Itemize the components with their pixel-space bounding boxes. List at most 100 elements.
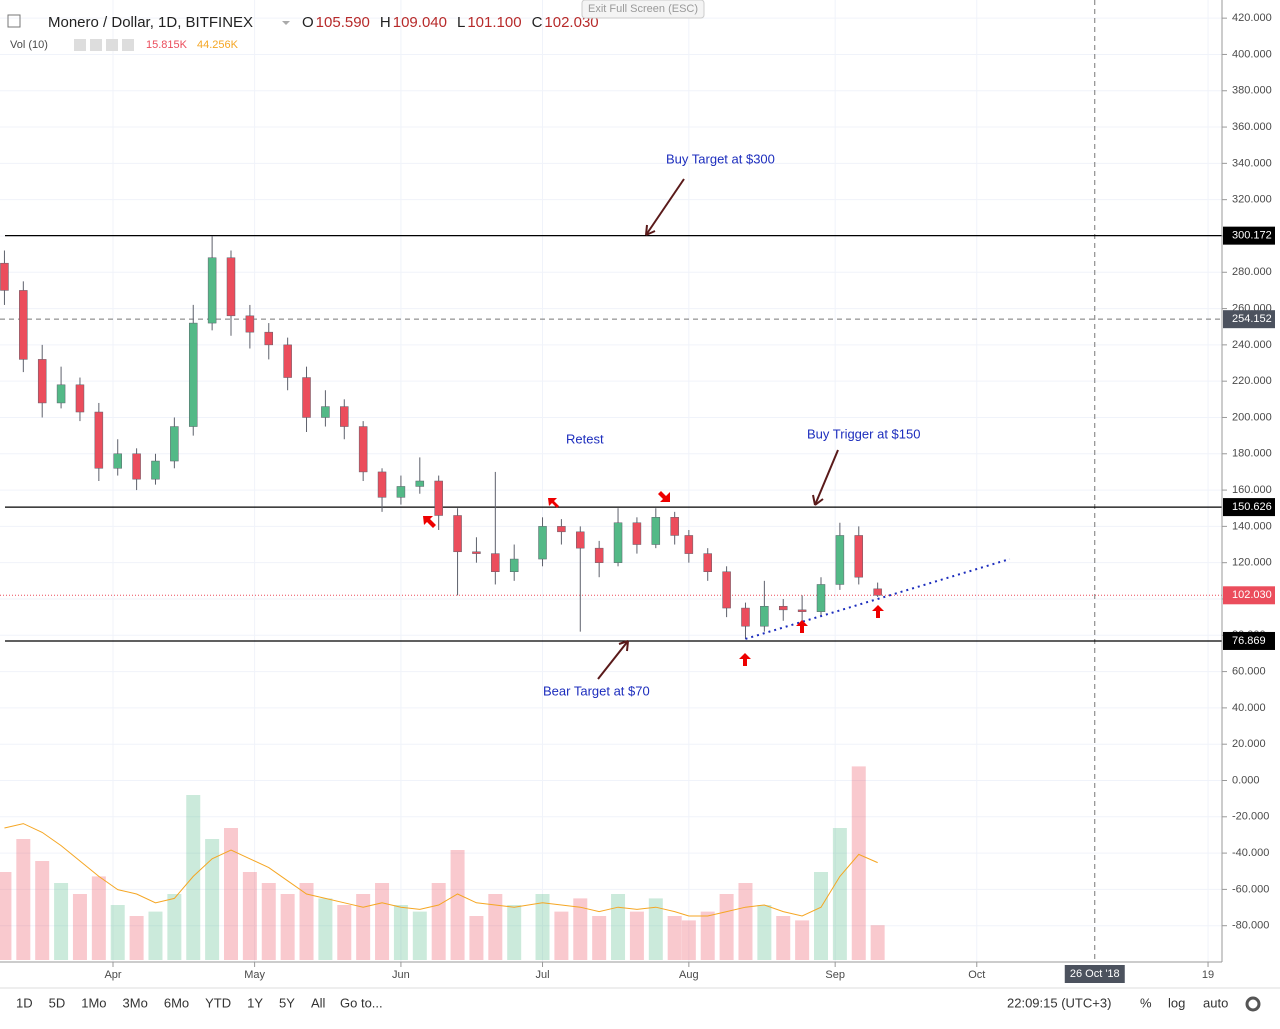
candle-body [226,257,236,317]
annotation: Retest [566,431,604,446]
candle-body [613,522,623,563]
y-tick-label: 320.000 [1232,194,1272,206]
tool-icon[interactable] [122,39,134,51]
volume-bar [299,883,314,960]
tool-icon[interactable] [74,39,86,51]
y-tick-label: 240.000 [1232,339,1272,351]
volume-bar [738,883,753,960]
volume-bar [412,911,427,960]
y-tick-label: 360.000 [1232,121,1272,133]
range-button[interactable]: All [311,995,326,1010]
volume-bar [431,883,446,960]
range-button[interactable]: 3Mo [123,995,148,1010]
arrow-head [812,494,824,506]
volume-bar [261,883,276,960]
clock: 22:09:15 (UTC+3) [1007,995,1111,1010]
exit-fullscreen[interactable] [581,0,705,19]
trendline [745,558,1011,640]
candle-body [538,526,547,560]
symbol-title: Monero / Dollar, 1D, BITFINEX [48,14,253,31]
grid [0,0,1222,962]
volume-bar [700,911,715,960]
volume-bar [205,839,220,960]
candle-body [170,426,179,462]
candle-body [75,384,85,413]
annotation: Buy Target at $300 [666,151,775,166]
y-tick-label: 0.000 [1232,774,1260,786]
range-button[interactable]: 5Y [279,995,295,1010]
y-tick-label: 400.000 [1232,48,1272,60]
y-tick-label: 60.000 [1232,665,1266,677]
signal-arrow [739,653,751,666]
scale-option[interactable]: % [1140,995,1152,1010]
candle-body [816,584,826,612]
y-tick-label: -60.000 [1232,883,1269,895]
candle-body [264,331,274,346]
axes: 420.000 400.000 380.000 360.000 340.000 320.0… [104,12,1275,983]
volume-bar [814,872,828,960]
scale-option[interactable]: auto [1203,995,1228,1010]
range-button[interactable]: 6Mo [164,995,189,1010]
range-button[interactable]: 1Y [247,995,263,1010]
range-button[interactable]: YTD [205,995,231,1010]
candle-body [415,480,425,487]
candle-body [632,522,642,545]
exit-fullscreen-label: Exit Full Screen (ESC) [588,3,698,15]
candle-body [377,471,387,498]
crosshair-label: 254.152 [1232,313,1272,325]
tool-icon[interactable] [106,39,118,51]
toolbar-items: 1D 5D 1Mo 3Mo 6Mo YTD 1Y 5Y All Go to... 22:09:15 … [16,995,1228,1010]
settings-icon[interactable] [1245,996,1261,1012]
candle-body [684,535,694,554]
y-tick-label: 200.000 [1232,411,1272,423]
volume-bar [450,850,465,960]
last-price-box [1223,586,1275,605]
crosshair-box [1223,310,1275,329]
candle-body [340,406,349,427]
candle-body [94,411,104,469]
candle-body [188,322,198,427]
goto-button[interactable]: Go to... [340,995,383,1010]
volume-bar [224,828,238,960]
volume-bar [795,920,810,960]
volume-bar [870,925,885,960]
volume-ma-value: 44.256K [197,39,239,51]
y-tick-label: -80.000 [1232,920,1269,932]
dropdown[interactable] [282,21,290,25]
annotation: Buy Trigger at $150 [807,426,920,441]
volume-bar [507,905,522,960]
candle-body [760,605,769,627]
range-button[interactable]: 5D [49,995,66,1010]
candle-body [453,515,462,553]
range-button[interactable]: 1D [16,995,33,1010]
collapse-icon[interactable] [7,14,21,28]
candle-body [0,262,9,291]
volume-bar [16,839,31,960]
candle-body [245,315,255,333]
volume-bar [54,883,69,960]
level-box [1223,631,1275,650]
range-button[interactable]: 1Mo [81,995,106,1010]
volume-bar [167,894,182,960]
candle-body [358,426,368,473]
volume-tools [74,39,134,51]
signal-arrows [423,491,884,666]
x-tick-label: Sep [825,969,845,981]
scale-option[interactable]: log [1168,995,1185,1010]
x-tick-label: Aug [679,969,699,981]
volume-pane [0,766,885,960]
y-tick-label: 420.000 [1232,12,1272,24]
tool-icon[interactable] [90,39,102,51]
volume-bar [488,894,503,960]
toolbar [0,988,1280,1024]
ohlc-value: 109.040 [393,14,447,31]
y-tick-label: 220.000 [1232,375,1272,387]
signal-arrow [796,620,808,633]
volume-ma-line [4,823,878,917]
volume-bar [681,920,696,960]
y-tick-label: -20.000 [1232,811,1269,823]
arrow-head [618,640,629,652]
volume-bar [648,898,663,960]
volume-bar [356,894,371,960]
volume-bar [0,872,12,960]
